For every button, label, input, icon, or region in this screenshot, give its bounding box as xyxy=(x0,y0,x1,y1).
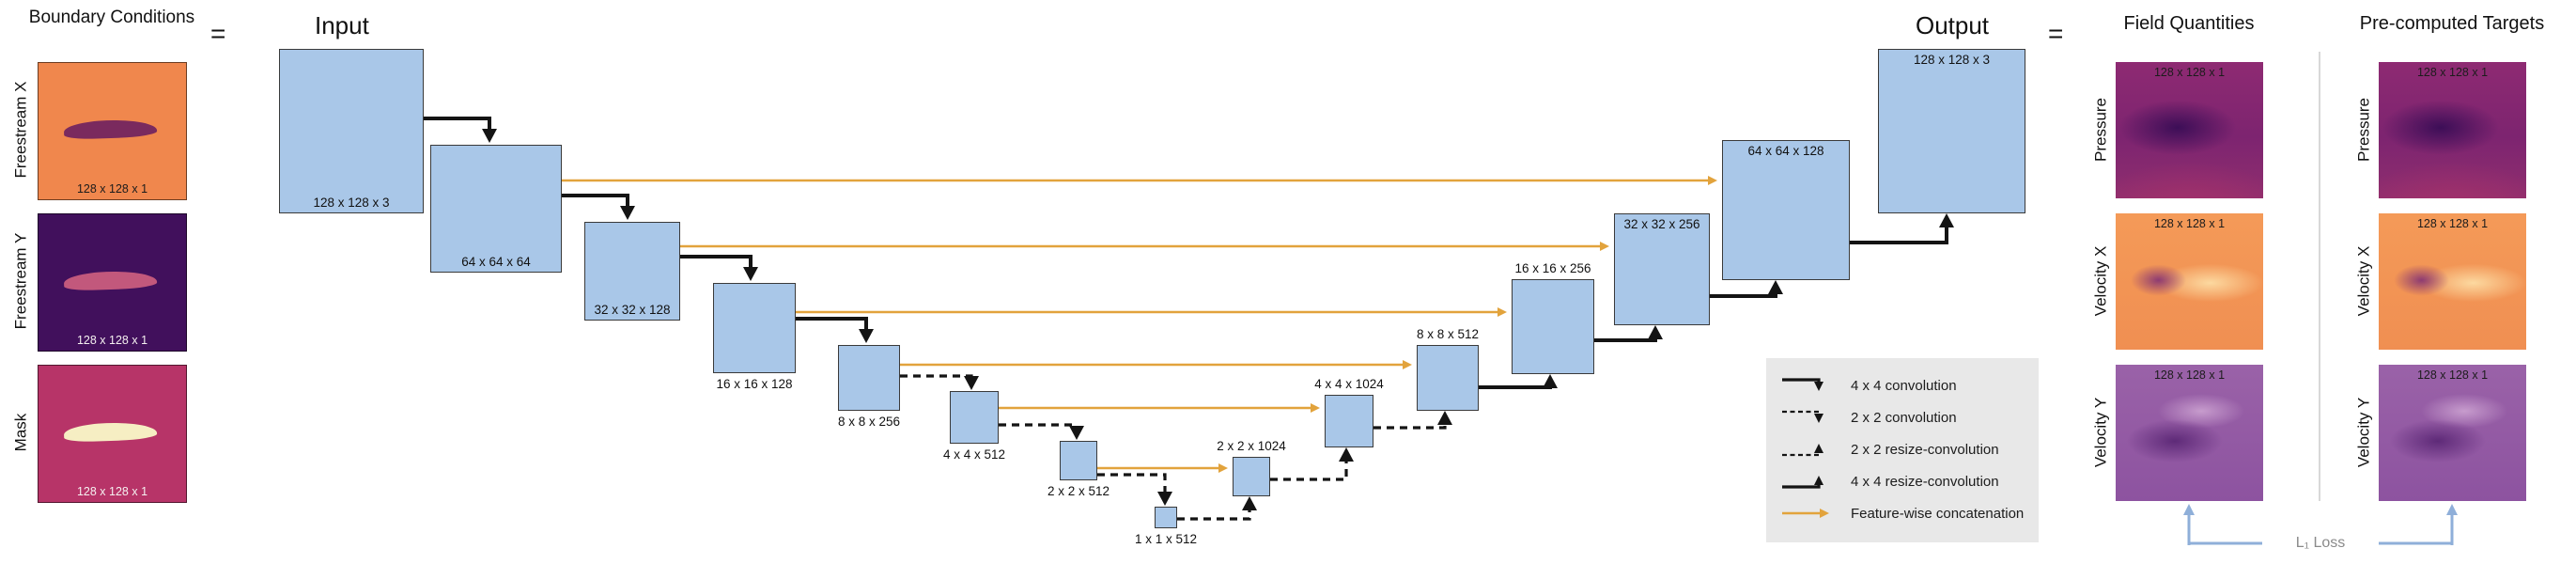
box-label: 8 x 8 x 256 xyxy=(837,415,901,429)
legend-item: Feature-wise concatenation xyxy=(1779,497,2025,529)
panel-size-label: 128 x 128 x 1 xyxy=(2153,217,2226,230)
panel-size-label: 128 x 128 x 1 xyxy=(76,485,148,498)
equals-sign-right: = xyxy=(2048,19,2064,48)
box-label: 2 x 2 x 512 xyxy=(1047,484,1110,498)
box-label: 64 x 64 x 64 xyxy=(461,255,531,269)
box-label: 16 x 16 x 256 xyxy=(1514,261,1591,275)
unet-box-8-8-512-dec: 8 x 8 x 512 xyxy=(1417,327,1479,411)
field-panel-velocity-y: 128 x 128 x 1 xyxy=(2116,365,2263,501)
box-label: 64 x 64 x 128 xyxy=(1747,144,1824,158)
legend-label: 2 x 2 convolution xyxy=(1851,409,1957,426)
unet-box-8-8-256: 8 x 8 x 256 xyxy=(838,345,900,429)
concat-arrow-icon xyxy=(1782,509,1829,518)
field-panel-velocity-x: 128 x 128 x 1 xyxy=(2116,213,2263,350)
unet-box-4-4-512: 4 x 4 x 512 xyxy=(943,391,1005,462)
boundary-panel-freestream-y: 128 x 128 x 1 xyxy=(38,213,187,352)
boundary-panel-label-freestream-x: Freestream X xyxy=(11,81,30,179)
unet-box-1-1-512: 1 x 1 x 512 xyxy=(1135,507,1197,546)
target-panel-velocity-y: 128 x 128 x 1 xyxy=(2379,365,2526,501)
conv-2x2-arrow-icon xyxy=(1782,410,1823,423)
boundary-panel-mask: 128 x 128 x 1 xyxy=(38,365,187,503)
resize-conv-2x2-arrow-icon xyxy=(1782,444,1823,457)
boundary-panel-freestream-x: 128 x 128 x 1 xyxy=(38,62,187,200)
box-label: 2 x 2 x 1024 xyxy=(1217,439,1286,453)
target-panel-pressure: 128 x 128 x 1 xyxy=(2379,62,2526,198)
field-panel-label-pressure: Pressure xyxy=(2091,97,2110,163)
column-divider xyxy=(2319,52,2320,501)
unet-box-32-32-256-dec: 32 x 32 x 256 xyxy=(1614,213,1710,325)
target-panel-label-pressure: Pressure xyxy=(2354,97,2373,163)
panel-size-label: 128 x 128 x 1 xyxy=(2153,66,2226,79)
legend-item: 4 x 4 convolution xyxy=(1779,369,2025,401)
box-label: 4 x 4 x 1024 xyxy=(1314,377,1384,391)
box-label: 16 x 16 x 128 xyxy=(716,377,793,391)
airfoil-shape xyxy=(63,270,157,291)
legend-label: 2 x 2 resize-convolution xyxy=(1851,441,1999,458)
target-panel-label-velocity-x: Velocity X xyxy=(2354,245,2373,317)
field-panel-label-velocity-x: Velocity X xyxy=(2091,245,2110,317)
unet-box-32-32-128: 32 x 32 x 128 xyxy=(584,222,680,321)
box-label: 1 x 1 x 512 xyxy=(1134,532,1198,546)
output-title: Output xyxy=(1915,11,1990,39)
legend-item: 4 x 4 resize-convolution xyxy=(1779,465,2025,497)
panel-size-label: 128 x 128 x 1 xyxy=(76,334,148,347)
unet-box-2-2-512: 2 x 2 x 512 xyxy=(1047,441,1110,498)
unet-box-128-128-3-out: 128 x 128 x 3 xyxy=(1878,49,2025,213)
legend: 4 x 4 convolution 2 x 2 convolution 2 x … xyxy=(1766,358,2039,542)
unet-box-64-64-128-dec: 64 x 64 x 128 xyxy=(1722,140,1850,280)
panel-size-label: 128 x 128 x 1 xyxy=(2416,66,2489,79)
box-label: 32 x 32 x 256 xyxy=(1623,217,1700,231)
unet-box-16-16-256-dec: 16 x 16 x 256 xyxy=(1512,261,1594,374)
field-panel-pressure: 128 x 128 x 1 xyxy=(2116,62,2263,198)
box-label: 8 x 8 x 512 xyxy=(1416,327,1480,341)
box-label: 128 x 128 x 3 xyxy=(313,196,390,210)
legend-label: 4 x 4 convolution xyxy=(1851,377,1957,394)
unet-box-16-16-128: 16 x 16 x 128 xyxy=(713,283,796,391)
equals-sign-left: = xyxy=(210,19,226,48)
conv-4x4-arrow-icon xyxy=(1782,378,1823,391)
legend-item: 2 x 2 convolution xyxy=(1779,401,2025,433)
l1-loss-label: L₁ Loss xyxy=(2262,532,2379,555)
resize-conv-4x4-arrow-icon xyxy=(1782,476,1823,489)
input-title: Input xyxy=(315,11,369,39)
boundary-panel-label-mask: Mask xyxy=(11,413,30,452)
box-label: 128 x 128 x 3 xyxy=(1913,53,1991,67)
field-panel-label-velocity-y: Velocity Y xyxy=(2091,397,2110,468)
unet-box-4-4-1024: 4 x 4 x 1024 xyxy=(1314,377,1384,447)
panel-size-label: 128 x 128 x 1 xyxy=(2153,368,2226,382)
panel-size-label: 128 x 128 x 1 xyxy=(2416,217,2489,230)
unet-box-128-128-3-in: 128 x 128 x 3 xyxy=(279,49,424,213)
field-quantities-title: Field Quantities xyxy=(2123,13,2255,34)
airfoil-shape xyxy=(63,421,157,443)
boundary-panel-label-freestream-y: Freestream Y xyxy=(11,232,30,330)
legend-item: 2 x 2 resize-convolution xyxy=(1779,433,2025,465)
box-label: 32 x 32 x 128 xyxy=(594,303,671,317)
target-panel-velocity-x: 128 x 128 x 1 xyxy=(2379,213,2526,350)
target-panel-label-velocity-y: Velocity Y xyxy=(2354,397,2373,468)
box-label: 4 x 4 x 512 xyxy=(942,447,1006,462)
airfoil-shape xyxy=(63,118,157,140)
panel-size-label: 128 x 128 x 1 xyxy=(2416,368,2489,382)
unet-box-2-2-1024: 2 x 2 x 1024 xyxy=(1217,439,1286,496)
precomputed-targets-title: Pre-computed Targets xyxy=(2359,13,2545,34)
unet-box-64-64-64: 64 x 64 x 64 xyxy=(430,145,562,273)
legend-label: Feature-wise concatenation xyxy=(1851,505,2025,522)
legend-label: 4 x 4 resize-convolution xyxy=(1851,473,1999,490)
boundary-conditions-title: Boundary Conditions xyxy=(28,8,195,27)
panel-size-label: 128 x 128 x 1 xyxy=(76,182,148,196)
